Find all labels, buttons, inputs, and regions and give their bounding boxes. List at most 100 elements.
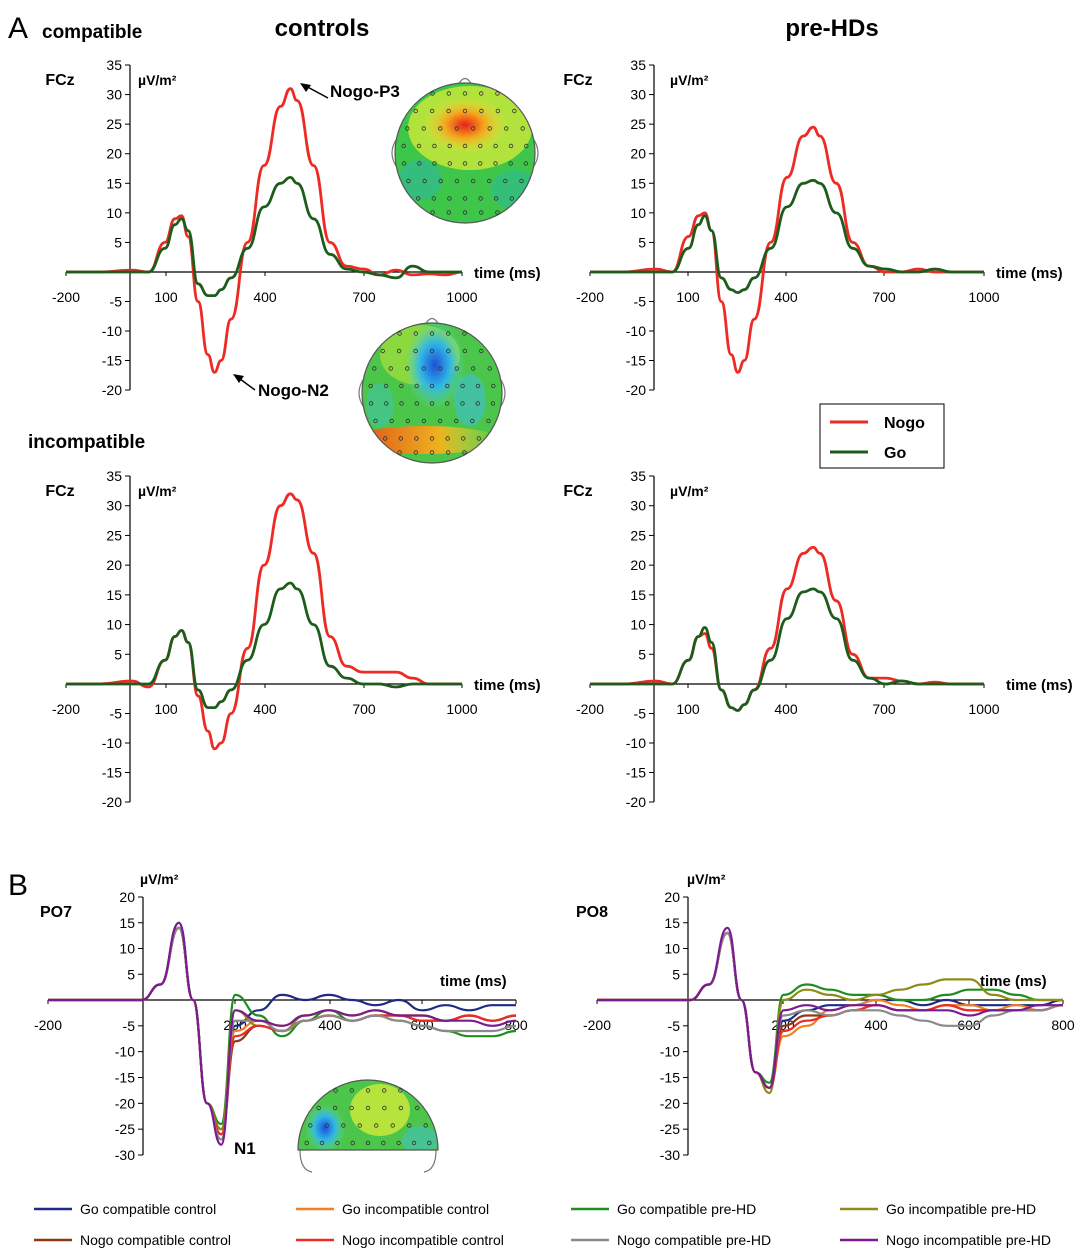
y-tick-label: 10 — [630, 205, 646, 221]
y-tick-label: -30 — [115, 1147, 135, 1163]
legend-panel-b: Go compatible control Go incompatible co… — [34, 1201, 1051, 1248]
y-tick-label: -30 — [660, 1147, 680, 1163]
electrode-dot — [460, 401, 465, 406]
electrode-dot — [429, 383, 435, 389]
electrode-dot — [475, 383, 481, 389]
y-tick-label: 35 — [630, 468, 646, 484]
electrode-dot — [446, 348, 451, 354]
electrode-dot — [437, 418, 443, 424]
electrode-dot — [430, 210, 435, 215]
y-tick-label: -15 — [626, 353, 646, 369]
nogo-p3-label: Nogo-P3 — [330, 82, 400, 101]
x-tick-label: -200 — [576, 701, 604, 717]
electrode-dot — [382, 1088, 387, 1093]
electrode-dot — [462, 348, 468, 354]
electrode-dot — [388, 366, 393, 371]
y-tick-label: 10 — [106, 617, 122, 633]
electrode-dot — [407, 1123, 412, 1128]
electrode-dot — [432, 143, 437, 149]
electrode-dot — [470, 418, 475, 424]
topomap-nogo-p3 — [391, 77, 539, 224]
electrode-dot — [413, 348, 418, 354]
electrode-dot — [462, 143, 468, 149]
electrode-dot — [445, 383, 450, 389]
electrode-dot — [454, 126, 459, 131]
electrode-dot — [478, 143, 483, 149]
y-tick-label: -15 — [102, 353, 122, 369]
electrode-dot — [503, 178, 508, 184]
legend-entry: Go incompatible control — [296, 1201, 489, 1217]
legend-label-nogo: Nogo — [884, 415, 925, 432]
electrode-dot — [319, 1140, 325, 1146]
electrode-dot — [479, 108, 484, 114]
electrode-dot — [422, 178, 427, 184]
y-tick-label: -5 — [110, 294, 123, 310]
legend-label: Nogo compatible control — [80, 1232, 231, 1248]
electrode-dot — [398, 1088, 403, 1093]
y-tick-label: 10 — [630, 617, 646, 633]
y-tick-label: -10 — [626, 323, 646, 339]
y-tick-label: 5 — [127, 966, 135, 982]
x-tick-label: 400 — [253, 701, 277, 717]
legend-label: Nogo incompatible control — [342, 1232, 504, 1248]
x-axis-label: time (ms) — [996, 265, 1063, 282]
y-tick-label: 25 — [106, 116, 122, 132]
electrode-dot — [413, 108, 418, 114]
legend-label: Go incompatible pre-HD — [886, 1201, 1036, 1217]
series-line-nogo-incompatible-pre-hd — [47, 921, 517, 1146]
legend-label: Nogo compatible pre-HD — [617, 1232, 771, 1248]
y-tick-label: 10 — [106, 205, 122, 221]
x-tick-label: 700 — [352, 701, 376, 717]
electrode-dot — [415, 1105, 420, 1111]
electrode-dot — [390, 1123, 395, 1128]
y-tick-label: 15 — [630, 587, 646, 603]
electrode-dot — [405, 126, 410, 131]
electrode-label: PO7 — [40, 904, 72, 921]
y-tick-label: -10 — [102, 323, 122, 339]
legend-entry: Nogo compatible control — [34, 1232, 231, 1248]
legend-label-go: Go — [884, 445, 906, 462]
electrode-dot — [383, 436, 388, 441]
electrode-dot — [508, 161, 513, 166]
electrode-label: FCz — [45, 483, 74, 500]
legend-entry-go: Go — [830, 445, 906, 462]
electrode-dot — [374, 1123, 379, 1128]
y-tick-label: 35 — [106, 57, 122, 73]
x-tick-label: 700 — [872, 701, 896, 717]
legend-entry: Go compatible control — [34, 1201, 216, 1217]
electrode-dot — [383, 383, 389, 389]
y-unit-label: µV/m² — [138, 483, 177, 499]
electrode-dot — [357, 1123, 362, 1128]
electrode-dot — [445, 436, 450, 441]
legend-entry: Nogo incompatible control — [296, 1232, 504, 1248]
panel-a-letter: A — [8, 12, 28, 45]
x-tick-label: -200 — [52, 289, 80, 305]
y-tick-label: -20 — [102, 382, 122, 398]
y-tick-label: 25 — [630, 527, 646, 543]
legend-label: Nogo incompatible pre-HD — [886, 1232, 1051, 1248]
electrode-dot — [429, 450, 435, 455]
y-tick-label: 20 — [630, 557, 646, 573]
x-tick-label: -200 — [576, 289, 604, 305]
electrode-dot — [493, 143, 498, 149]
electrode-dot — [397, 450, 402, 455]
electrode-dot — [487, 178, 492, 184]
electrode-dot — [454, 366, 459, 371]
electrode-dot — [495, 108, 501, 114]
electrode-dot — [495, 91, 500, 96]
electrode-dot — [350, 1140, 355, 1146]
y-tick-label: 20 — [664, 889, 680, 905]
y-tick-label: -5 — [634, 706, 647, 722]
x-tick-label: -200 — [583, 1017, 611, 1033]
y-tick-label: -15 — [115, 1070, 135, 1086]
y-tick-label: 5 — [638, 646, 646, 662]
series-line-go — [66, 176, 462, 297]
electrode-dot — [423, 1123, 428, 1128]
x-tick-label: 100 — [154, 289, 178, 305]
y-tick-label: 35 — [630, 57, 646, 73]
electrode-dot — [476, 436, 481, 441]
y-tick-label: 5 — [114, 646, 122, 662]
electrode-dot — [490, 401, 496, 406]
electrode-dot — [421, 418, 427, 424]
